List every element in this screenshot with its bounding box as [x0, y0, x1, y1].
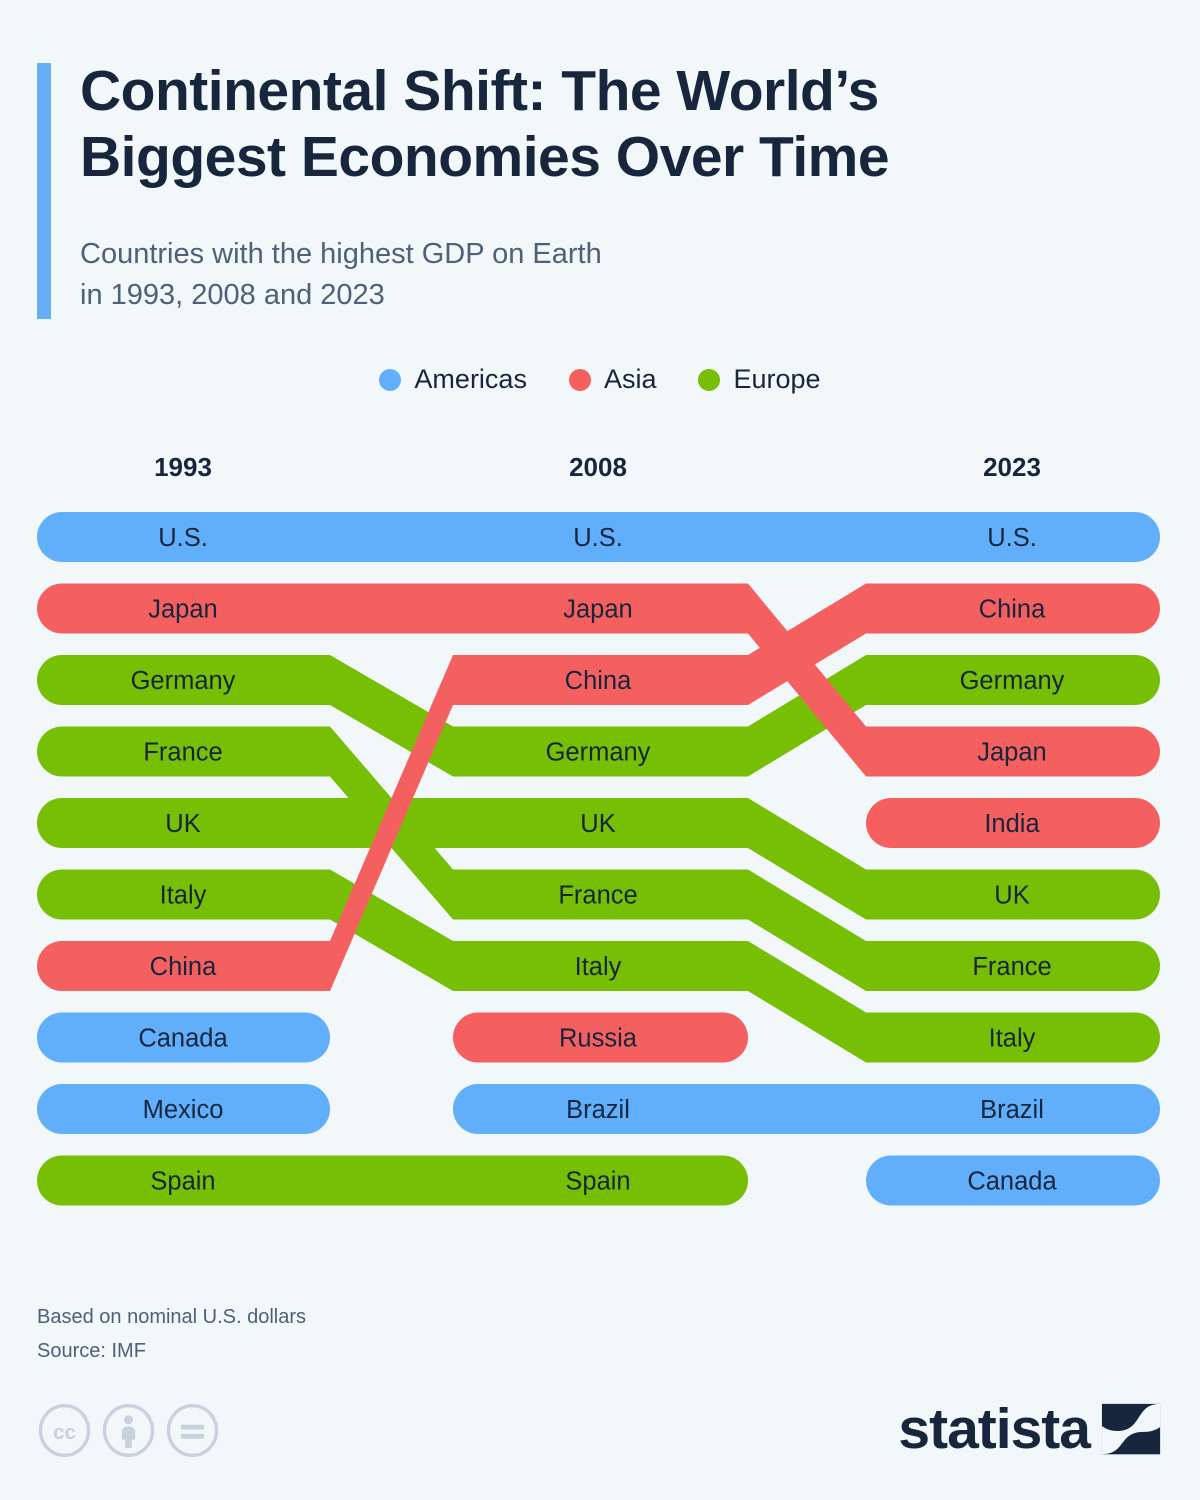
- page-subtitle: Countries with the highest GDP on Earth …: [80, 234, 1080, 316]
- flow-ribbons-layer: [37, 512, 1160, 1206]
- circle-dot-icon: [698, 368, 721, 391]
- bar-labels-layer: U.S. Japan Germany France UK Italy China Canada…: [131, 524, 1065, 1196]
- statista-mark-icon: [1101, 1403, 1161, 1455]
- creative-commons-badges: cc: [38, 1404, 219, 1457]
- flow-ribbon-spain[interactable]: [37, 1155, 748, 1206]
- legend-item-asia[interactable]: Asia: [568, 364, 657, 395]
- bar-label-1993-rank-3: Germany: [131, 667, 236, 695]
- year-header-row: 1993 2008 2023: [0, 452, 1200, 486]
- year-header-2023: 2023: [983, 452, 1041, 482]
- bar-label-2023-rank-7: France: [972, 953, 1051, 981]
- bar-label-1993-rank-5: UK: [165, 810, 200, 838]
- bar-label-2023-rank-2: China: [979, 596, 1046, 624]
- footer-source: Source: IMF: [37, 1340, 146, 1363]
- legend-item-europe[interactable]: Europe: [698, 364, 821, 395]
- svg-text:cc: cc: [53, 1421, 76, 1444]
- page-title-line-1: Continental Shift: The World’s: [80, 59, 879, 123]
- flow-ribbon-india[interactable]: [866, 798, 1160, 848]
- bar-label-1993-rank-9: Mexico: [143, 1096, 224, 1124]
- bar-label-2023-rank-4: Japan: [977, 739, 1046, 767]
- bar-label-1993-rank-8: Canada: [138, 1025, 228, 1053]
- bar-label-2023-rank-3: Germany: [960, 667, 1065, 695]
- page-title: Continental Shift: The World’s Biggest E…: [80, 58, 1170, 190]
- statista-wordmark: statista: [898, 1396, 1091, 1461]
- bar-label-2023-rank-10: Canada: [967, 1168, 1057, 1196]
- bar-label-2023-rank-6: UK: [994, 882, 1029, 910]
- flow-ribbon-uk[interactable]: [37, 798, 1160, 920]
- bar-label-1993-rank-4: France: [143, 739, 222, 767]
- legend-item-label: Europe: [733, 364, 821, 394]
- flow-ribbon-brazil[interactable]: [453, 1084, 1160, 1134]
- statista-logo[interactable]: statista: [898, 1398, 1162, 1460]
- bar-label-1993-rank-10: Spain: [150, 1168, 215, 1196]
- bar-label-2008-rank-10: Spain: [565, 1168, 630, 1196]
- chart-legend: Americas Asia Europe: [0, 364, 1200, 395]
- flow-ribbon-china[interactable]: [37, 583, 1160, 992]
- bar-label-2023-rank-8: Italy: [989, 1025, 1036, 1053]
- flow-ribbon-russia[interactable]: [452, 1012, 748, 1063]
- bar-label-1993-rank-1: U.S.: [158, 524, 208, 552]
- bar-label-1993-rank-2: Japan: [148, 596, 217, 624]
- bar-label-2008-rank-3: China: [565, 667, 632, 695]
- bar-label-2023-rank-1: U.S.: [987, 524, 1037, 552]
- flow-ribbon-canada[interactable]: [866, 1155, 1160, 1206]
- creative-commons-icon[interactable]: cc: [38, 1404, 91, 1457]
- legend-item-americas[interactable]: Americas: [379, 364, 527, 395]
- bar-label-2008-rank-4: Germany: [546, 739, 651, 767]
- flow-ribbon-us[interactable]: [37, 512, 1160, 562]
- accent-bar: [37, 63, 51, 319]
- bar-label-2023-rank-9: Brazil: [980, 1096, 1044, 1124]
- legend-item-label: Americas: [414, 364, 527, 394]
- bar-label-2008-rank-9: Brazil: [566, 1096, 630, 1124]
- circle-dot-icon: [568, 368, 591, 391]
- bar-label-2008-rank-8: Russia: [559, 1025, 638, 1053]
- bar-label-1993-rank-6: Italy: [160, 882, 207, 910]
- bar-label-1993-rank-7: China: [150, 953, 217, 981]
- bump-chart: U.S. Japan Germany France UK Italy China Canada…: [37, 512, 1160, 1206]
- bar-label-2023-rank-5: India: [984, 810, 1040, 838]
- flow-ribbon-canada[interactable]: [37, 1012, 330, 1063]
- attribution-person-icon[interactable]: [102, 1404, 155, 1457]
- circle-dot-icon: [379, 368, 402, 391]
- page-title-line-2: Biggest Economies Over Time: [80, 125, 890, 190]
- flow-ribbon-italy[interactable]: [37, 869, 1160, 1063]
- legend-item-label: Asia: [603, 364, 657, 394]
- flow-ribbon-france[interactable]: [37, 726, 1160, 992]
- bar-label-2008-rank-7: Italy: [575, 953, 622, 981]
- flow-ribbon-germany[interactable]: [37, 655, 1160, 777]
- page-subtitle-line-1: Countries with the highest GDP on Earth: [80, 238, 602, 270]
- flow-ribbon-mexico[interactable]: [37, 1084, 330, 1134]
- bar-label-2008-rank-2: Japan: [563, 596, 632, 624]
- page-subtitle-line-2: in 1993, 2008 and 2023: [80, 279, 385, 312]
- bar-label-2008-rank-1: U.S.: [573, 524, 623, 552]
- year-header-1993: 1993: [154, 452, 212, 482]
- footer-notes: Based on nominal U.S. dollars Source: IM…: [37, 1300, 306, 1369]
- footer-note: Based on nominal U.S. dollars: [37, 1306, 307, 1328]
- year-header-2008: 2008: [569, 452, 627, 482]
- bar-label-2008-rank-6: France: [558, 882, 637, 910]
- flow-ribbon-japan[interactable]: [37, 583, 1160, 777]
- no-derivatives-equals-icon[interactable]: [166, 1404, 219, 1457]
- bar-label-2008-rank-5: UK: [580, 810, 615, 838]
